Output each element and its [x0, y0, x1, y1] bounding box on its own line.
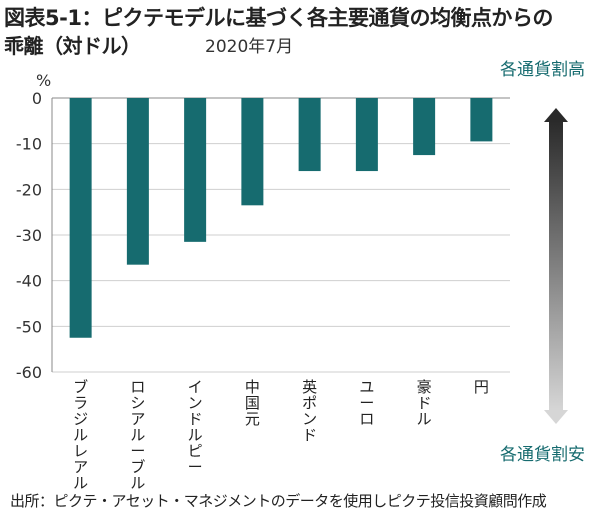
- chart-title: 図表5-1：ピクテモデルに基づく各主要通貨の均衡点からの: [4, 6, 553, 30]
- arrow-down-head: [544, 410, 568, 424]
- x-tick-label: 中国元: [245, 378, 260, 428]
- x-axis-labels: ブラジルレアル ロシアルーブル インドルピー 中国元 英ポンド ユーロ 豪ドル 円: [73, 378, 489, 492]
- chart-date: 2020年7月: [205, 37, 294, 57]
- bar: [126, 98, 149, 265]
- bar: [355, 98, 378, 172]
- valuation-arrow: [544, 108, 568, 424]
- x-tick-label: 英ポンド: [302, 378, 317, 444]
- bar: [413, 98, 436, 156]
- chart-title-line2: 乖離（対ドル）: [4, 34, 141, 58]
- y-tick-label: -40: [16, 272, 42, 291]
- y-axis: 0 -10 -20 -30 -40 -50 -60: [16, 89, 53, 382]
- y-tick-label: -50: [16, 317, 42, 336]
- y-tick-label: 0: [32, 89, 42, 108]
- arrow-up-head: [544, 108, 568, 122]
- x-tick-label: インドルピー: [188, 378, 203, 476]
- arrow-shaft: [549, 121, 563, 411]
- x-tick-label: ブラジルレアル: [73, 378, 88, 492]
- gridlines: [52, 97, 510, 373]
- bar: [69, 98, 92, 338]
- y-tick-label: -10: [16, 135, 42, 154]
- x-tick-label: ロシアルーブル: [130, 378, 145, 492]
- bar: [470, 98, 493, 142]
- bar: [241, 98, 264, 206]
- y-unit-label: %: [36, 71, 51, 90]
- bar: [298, 98, 321, 172]
- x-tick-label: ユーロ: [359, 378, 374, 428]
- y-tick-label: -20: [16, 180, 42, 199]
- source-note: 出所：ピクテ・アセット・マネジメントのデータを使用しピクテ投信投資顧問作成: [10, 492, 547, 510]
- undervalued-label: 各通貨割安: [500, 445, 585, 465]
- y-tick-label: -60: [16, 363, 42, 382]
- x-tick-label: 豪ドル: [417, 378, 432, 428]
- y-tick-label: -30: [16, 226, 42, 245]
- x-tick-label: 円: [474, 378, 489, 396]
- overvalued-label: 各通貨割高: [500, 60, 585, 80]
- bar: [184, 98, 207, 242]
- bars: [69, 98, 493, 338]
